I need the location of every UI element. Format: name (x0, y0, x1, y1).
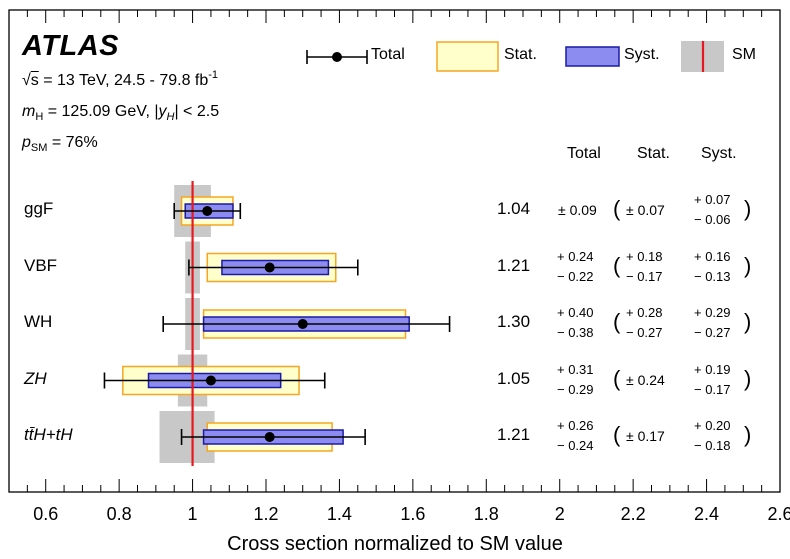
x-axis-label: Cross section normalized to SM value (227, 533, 563, 555)
total-unc-up: + 0.31 (557, 361, 594, 377)
paren-open: ( (613, 252, 621, 278)
legend-sm-label: SM (732, 46, 756, 63)
central-value-point (264, 432, 275, 442)
x-tick-label: 1 (187, 504, 198, 524)
legend-stat-label: Stat. (504, 46, 537, 63)
paren-close: ) (744, 309, 752, 334)
total-unc-down: − 0.38 (557, 325, 594, 340)
process-label: WH (24, 312, 53, 331)
syst-unc-down: − 0.27 (694, 325, 731, 340)
syst-unc-up: + 0.20 (694, 418, 731, 433)
total-unc-down: − 0.22 (557, 268, 594, 284)
stat-unc-down: − 0.17 (626, 268, 663, 284)
x-tick-label: 1.4 (326, 504, 352, 524)
total-unc-down: − 0.24 (557, 438, 594, 453)
x-tick-label: 2 (554, 504, 565, 524)
central-value-text: 1.30 (497, 312, 531, 331)
energy-lumi-label: √s = 13 TeV, 24.5 - 79.8 fb-1 (22, 69, 219, 89)
x-tick-label: 2.4 (694, 504, 720, 524)
legend-syst-label: Syst. (624, 46, 660, 63)
legend-total-label: Total (371, 46, 405, 63)
x-tick-label: 0.6 (33, 504, 59, 524)
paren-close: ) (744, 196, 752, 221)
syst-unc-up: + 0.29 (694, 305, 731, 320)
process-label: VBF (24, 255, 58, 275)
x-tick-label: 0.8 (106, 504, 132, 524)
paren-close: ) (744, 422, 752, 447)
experiment-label: ATLAS (22, 30, 120, 62)
central-value-point (264, 262, 275, 273)
central-points (202, 206, 308, 442)
x-tick-label: 2.6 (767, 504, 790, 524)
legend-total-marker (306, 50, 368, 64)
legend-syst-swatch (565, 46, 620, 67)
central-value-point (202, 206, 213, 216)
legend-stat-swatch (436, 41, 499, 72)
stat-unc-text: ± 0.07 (626, 202, 665, 218)
paren-open: ( (613, 422, 621, 447)
stat-unc-up: + 0.18 (626, 248, 663, 264)
process-label: tt̄H+tH (24, 425, 73, 444)
syst-unc-down: − 0.17 (694, 381, 731, 397)
paren-open: ( (613, 196, 621, 221)
axis-ticks (26, 10, 763, 492)
central-value-text: 1.21 (497, 425, 531, 444)
column-header-stat: Stat. (637, 145, 670, 162)
central-value-point (205, 375, 216, 386)
total-unc-down: − 0.29 (557, 381, 594, 397)
mass-rapidity-label: mH = 125.09 GeV, |yH| < 2.5 (22, 103, 220, 123)
stat-unc-up: + 0.28 (626, 305, 663, 320)
total-unc-text: ± 0.09 (558, 202, 597, 218)
total-unc-up: + 0.26 (557, 418, 594, 433)
stat-unc-text: ± 0.17 (626, 428, 665, 444)
syst-unc-down: − 0.13 (694, 268, 731, 284)
central-value-text: 1.21 (497, 255, 531, 275)
total-error-bars (103, 203, 451, 445)
process-label: ZH (24, 368, 47, 388)
syst-unc-down: − 0.06 (694, 212, 731, 227)
column-header-total: Total (567, 145, 601, 162)
paren-close: ) (744, 365, 752, 391)
paren-close: ) (744, 252, 752, 278)
paren-open: ( (613, 309, 621, 334)
syst-unc-up: + 0.07 (694, 192, 731, 207)
paren-open: ( (613, 365, 621, 391)
central-value-text: 1.05 (497, 368, 531, 388)
x-tick-label: 1.2 (253, 504, 279, 524)
syst-unc-up: + 0.16 (694, 248, 731, 264)
total-unc-up: + 0.24 (557, 248, 594, 264)
stat-unc-text: ± 0.24 (626, 371, 665, 388)
x-tick-label: 1.6 (400, 504, 426, 524)
central-value-point (297, 319, 308, 329)
total-unc-up: + 0.40 (557, 305, 594, 320)
stat-unc-down: − 0.27 (626, 325, 663, 340)
process-label: ggF (24, 199, 54, 218)
syst-unc-down: − 0.18 (694, 438, 731, 453)
x-tick-label: 1.8 (473, 504, 499, 524)
p-sm-label: pSM = 76% (22, 134, 98, 154)
syst-unc-up: + 0.19 (694, 361, 731, 377)
central-value-text: 1.04 (497, 199, 531, 218)
x-tick-label: 2.2 (620, 504, 646, 524)
column-header-syst: Syst. (701, 145, 737, 162)
